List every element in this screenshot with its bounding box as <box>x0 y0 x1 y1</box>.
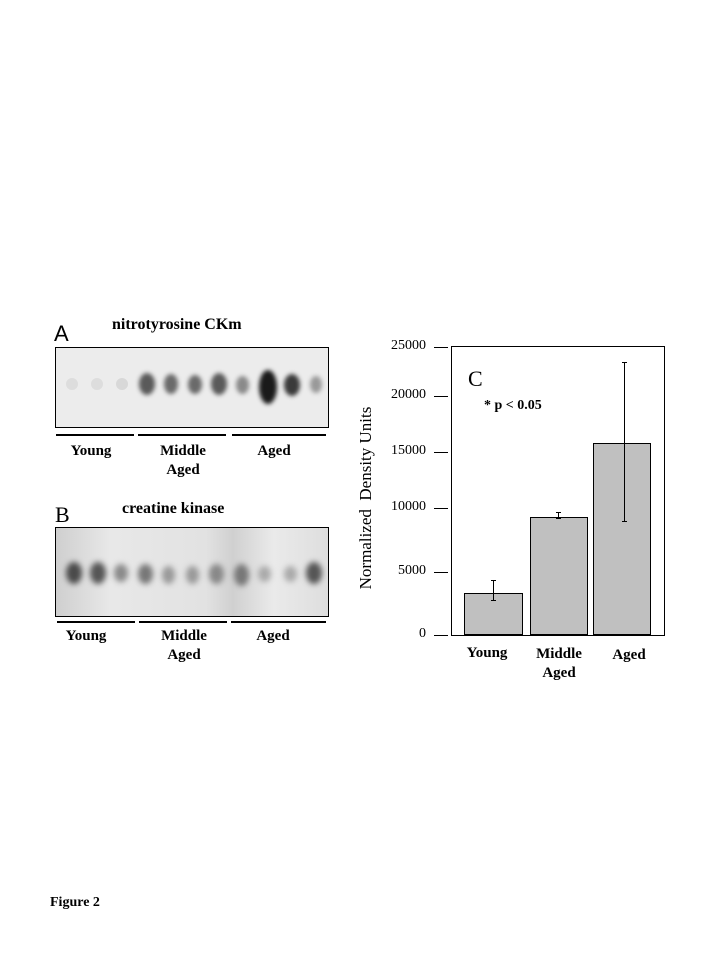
band <box>211 373 227 395</box>
band <box>139 373 155 395</box>
y-tick-mark <box>434 572 448 573</box>
panel-a-title: nitrotyrosine CKm <box>112 316 242 333</box>
band <box>114 564 128 582</box>
band <box>306 562 322 584</box>
y-tick-label: 20000 <box>391 387 426 402</box>
band <box>284 374 300 396</box>
panel-b-letter: B <box>55 502 70 527</box>
y-tick-label: 10000 <box>391 499 426 514</box>
band <box>188 375 202 394</box>
panel-b-group-line-young <box>57 621 135 623</box>
panel-a-group-line-middle <box>138 434 226 436</box>
panel-b-group-line-aged <box>231 621 326 623</box>
y-tick-mark <box>434 396 448 397</box>
panel-c-letter: C <box>468 366 483 391</box>
panel-a-letter: A <box>54 321 69 346</box>
panel-a-group-line-young <box>56 434 134 436</box>
y-tick-label: 0 <box>419 626 426 641</box>
x-label-aged: Aged <box>612 647 646 663</box>
bar-middle-aged <box>530 517 588 635</box>
error-cap <box>622 362 627 363</box>
band <box>138 564 153 584</box>
band <box>90 562 106 584</box>
y-axis-label-text: Normalized Density Units <box>356 406 375 590</box>
x-label-young: Young <box>466 645 508 661</box>
band <box>162 566 175 584</box>
band <box>116 378 128 390</box>
band <box>258 566 271 582</box>
band <box>186 566 199 584</box>
band <box>310 376 322 393</box>
y-tick-label: 25000 <box>391 338 426 353</box>
y-tick-label: 5000 <box>398 563 426 578</box>
band <box>91 378 103 390</box>
error-bar-young <box>493 580 494 600</box>
error-bar-middle-aged <box>558 512 559 518</box>
panel-a-label-aged: Aged <box>257 443 291 459</box>
y-tick-mark <box>434 452 448 453</box>
band <box>284 566 297 582</box>
figure-label: Figure 2 <box>50 895 100 910</box>
y-tick-label: 15000 <box>391 443 426 458</box>
y-tick-mark <box>434 508 448 509</box>
panel-b-blot-image <box>55 527 329 617</box>
band <box>234 564 249 586</box>
panel-a-group-line-aged <box>232 434 326 436</box>
panel-b-title: creatine kinase <box>122 500 225 517</box>
band <box>66 378 78 390</box>
band <box>164 374 178 394</box>
panel-a-label-young: Young <box>70 443 112 459</box>
error-cap <box>491 580 496 581</box>
error-cap <box>556 518 561 519</box>
x-label-middle-aged: Middle Aged <box>536 646 582 681</box>
bar-aged <box>593 443 651 635</box>
panel-b-label-aged: Aged <box>256 628 290 644</box>
band <box>66 562 82 584</box>
error-bar-aged <box>624 362 625 521</box>
significance-annotation: * p < 0.05 <box>484 398 542 413</box>
band <box>259 370 277 404</box>
panel-a-label-middle-aged: Middle Aged <box>160 443 206 478</box>
y-tick-mark <box>434 635 448 636</box>
panel-a-blot-image <box>55 347 329 428</box>
band <box>209 564 224 584</box>
error-cap <box>556 512 561 513</box>
error-cap <box>622 521 627 522</box>
error-cap <box>491 600 496 601</box>
panel-b-label-young: Young <box>65 628 107 644</box>
panel-b-group-line-middle <box>139 621 227 623</box>
plot-area <box>451 346 665 636</box>
band <box>236 376 249 394</box>
y-tick-mark <box>434 347 448 348</box>
panel-b-label-middle-aged: Middle Aged <box>161 628 207 663</box>
